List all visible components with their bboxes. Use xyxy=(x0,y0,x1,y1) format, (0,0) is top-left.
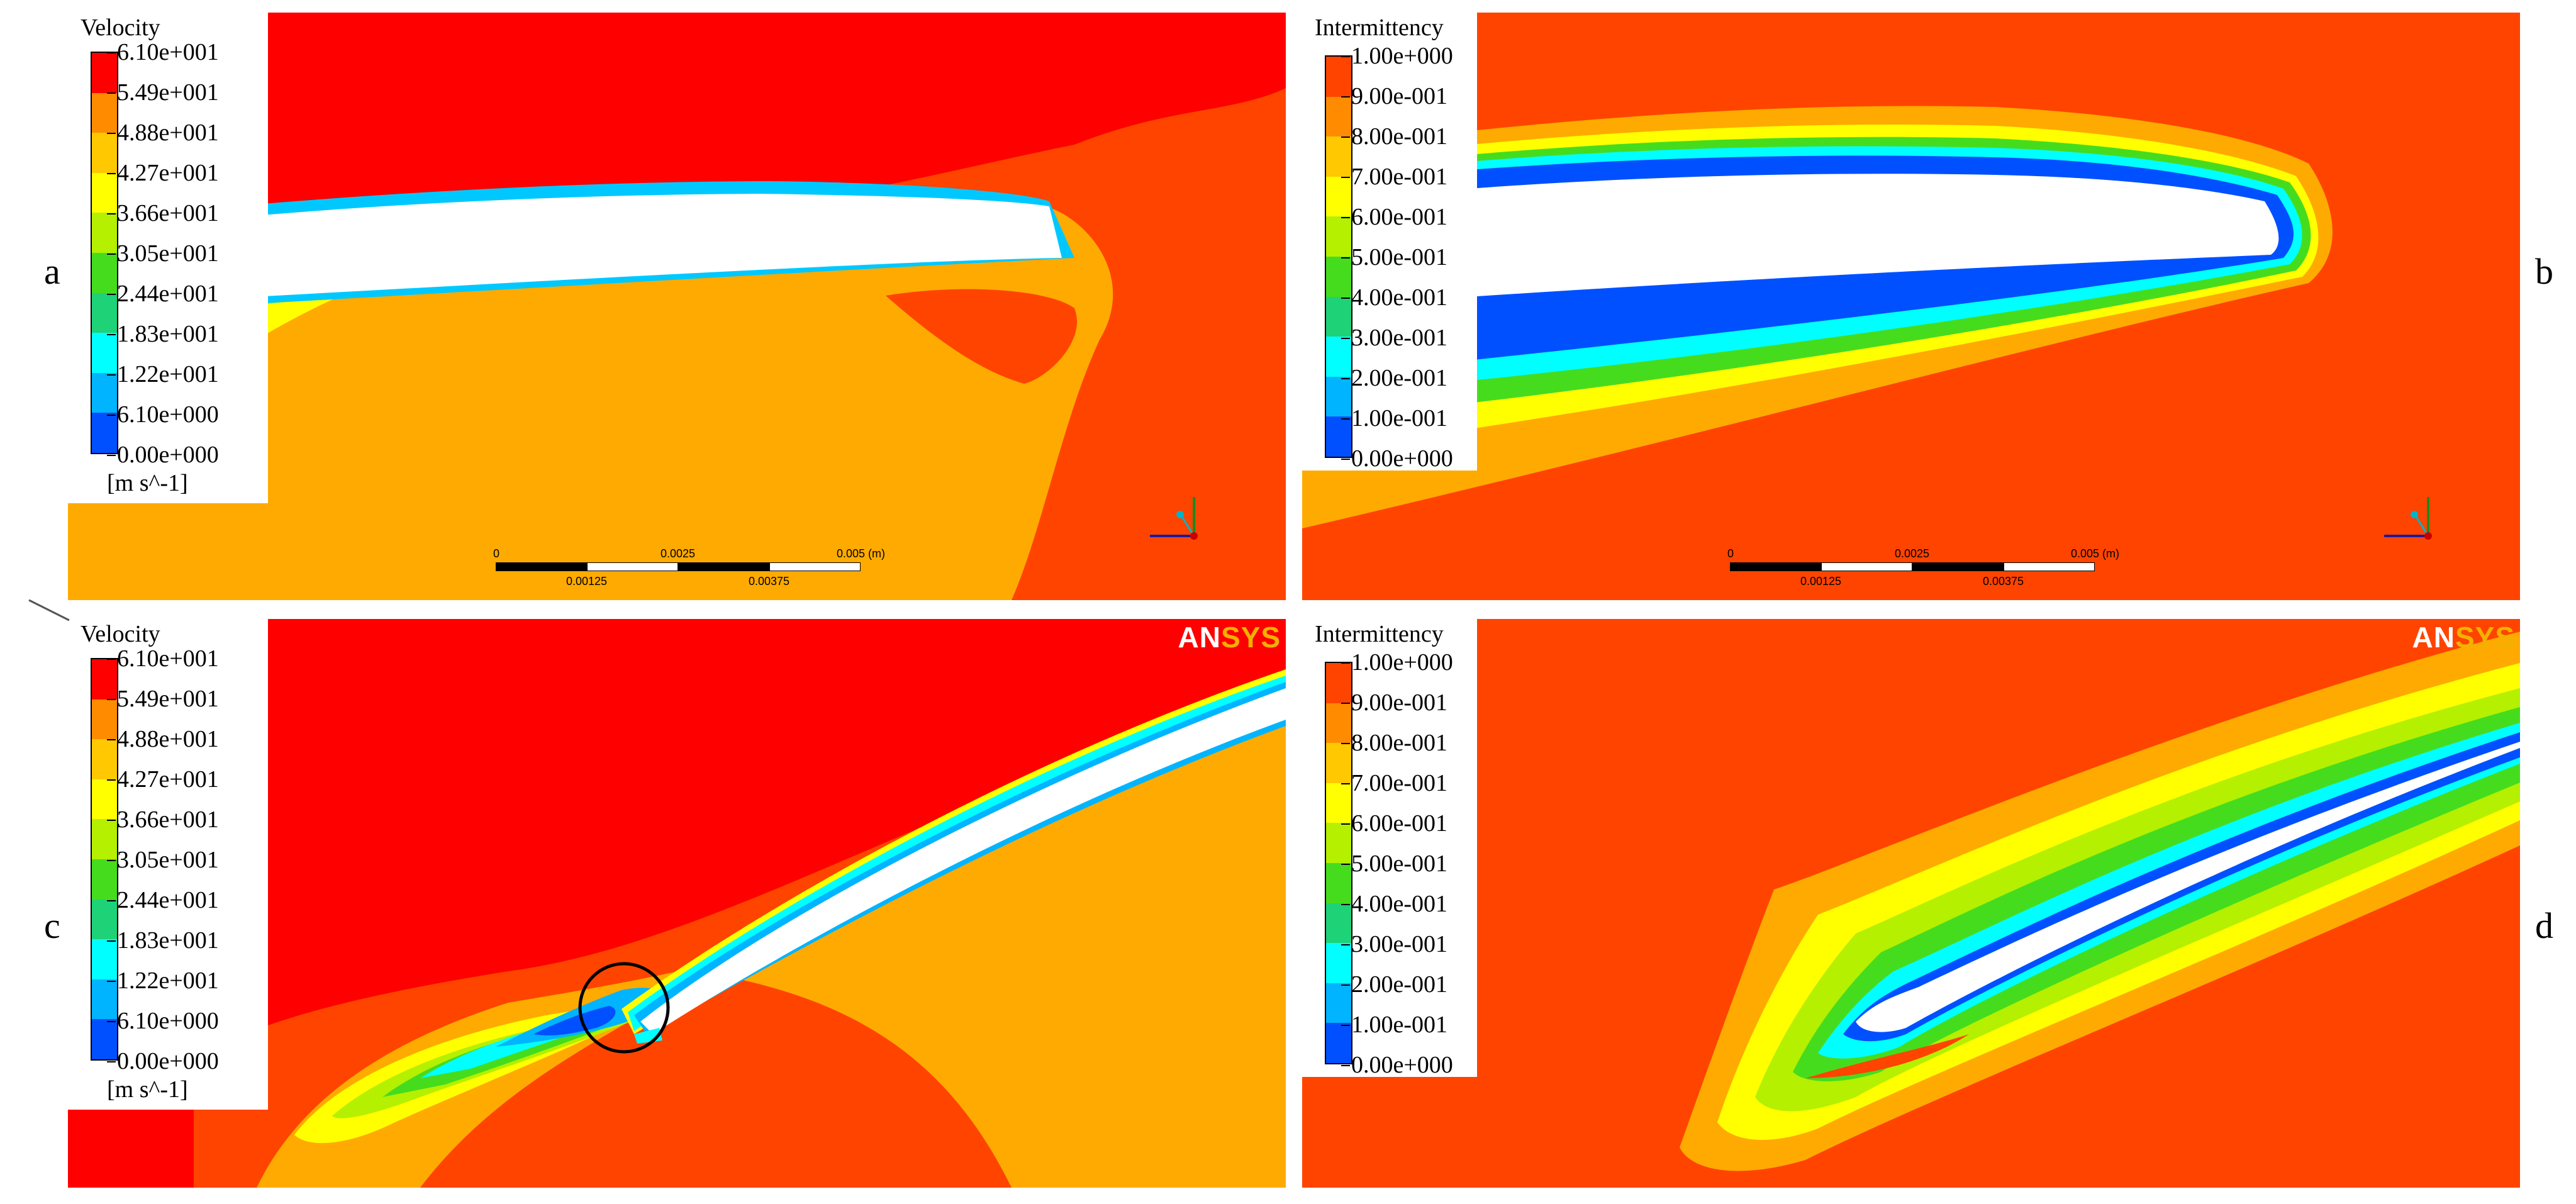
legend-unit: [m s^-1] xyxy=(107,470,188,496)
legend-tick: 1.22e+001 xyxy=(107,361,219,387)
scale-label: 0.0025 xyxy=(661,547,696,560)
intermittency-contour-b xyxy=(1302,13,2520,600)
legend-tick: 0.00e+000 xyxy=(1341,445,1453,472)
legend-tick: 9.00e-001 xyxy=(1341,83,1448,109)
legend-tick: 6.10e+000 xyxy=(107,1008,219,1034)
panel-d-intermittency: Intermittency 1.00e+000 9.00e-001 8.00e-… xyxy=(1302,619,2520,1188)
scale-bar-a: 0 0.0025 0.005 (m) 0.00125 0.00375 xyxy=(493,547,923,598)
legend-tick: 2.00e-001 xyxy=(1341,365,1448,391)
legend-colorbar xyxy=(91,658,118,1061)
legend-tick: 2.00e-001 xyxy=(1341,971,1448,998)
legend-tick: 0.00e+000 xyxy=(107,442,219,468)
ansys-logo: ANSYS xyxy=(1178,621,1281,654)
legend-unit: [m s^-1] xyxy=(107,1076,188,1103)
panel-c-velocity: Velocity 6.10e+001 5.49e+001 4.88e+001 4… xyxy=(68,619,1286,1188)
legend-tick: 1.00e+000 xyxy=(1341,649,1453,676)
intermittency-legend-b: Intermittency 1.00e+000 9.00e-001 8.00e-… xyxy=(1302,13,1477,471)
legend-colorbar xyxy=(91,52,118,454)
intermittency-contour-d xyxy=(1302,619,2520,1188)
legend-tick: 5.00e-001 xyxy=(1341,244,1448,270)
axis-triad-b xyxy=(2384,497,2432,540)
legend-tick: 1.22e+001 xyxy=(107,967,219,994)
legend-title: Velocity xyxy=(81,14,160,41)
legend-title: Intermittency xyxy=(1315,14,1444,41)
velocity-contour-a xyxy=(68,13,1286,600)
scale-label: 0 xyxy=(493,547,500,560)
legend-tick: 5.00e-001 xyxy=(1341,850,1448,877)
panel-b-intermittency: Intermittency 1.00e+000 9.00e-001 8.00e-… xyxy=(1302,13,2520,600)
ansys-logo: ANSYS xyxy=(2412,621,2515,654)
legend-tick: 1.00e+000 xyxy=(1341,43,1453,69)
legend-tick: 9.00e-001 xyxy=(1341,689,1448,716)
legend-tick: 6.00e-001 xyxy=(1341,204,1448,230)
legend-colorbar xyxy=(1325,662,1352,1064)
legend-tick: 6.10e+001 xyxy=(107,39,219,65)
legend-tick: 4.27e+001 xyxy=(107,766,219,793)
legend-tick: 5.49e+001 xyxy=(107,79,219,106)
scale-label: 0.00125 xyxy=(1800,575,1842,588)
legend-tick: 3.05e+001 xyxy=(107,847,219,873)
legend-tick: 0.00e+000 xyxy=(1341,1052,1453,1078)
legend-tick: 2.44e+001 xyxy=(107,887,219,913)
legend-tick: 1.00e-001 xyxy=(1341,1012,1448,1038)
axis-triad-a xyxy=(1150,497,1198,540)
legend-tick: 4.27e+001 xyxy=(107,160,219,186)
legend-tick: 1.83e+001 xyxy=(107,321,219,347)
legend-title: Intermittency xyxy=(1315,621,1444,647)
legend-tick: 3.00e-001 xyxy=(1341,325,1448,351)
intermittency-legend-d: Intermittency 1.00e+000 9.00e-001 8.00e-… xyxy=(1302,619,1477,1077)
legend-tick: 4.88e+001 xyxy=(107,120,219,146)
legend-tick: 1.00e-001 xyxy=(1341,405,1448,432)
panel-letter-c: c xyxy=(44,905,60,946)
legend-tick: 1.83e+001 xyxy=(107,927,219,954)
legend-tick: 7.00e-001 xyxy=(1341,770,1448,796)
scale-label: 0 xyxy=(1727,547,1734,560)
legend-tick: 6.10e+001 xyxy=(107,645,219,672)
velocity-legend-c: Velocity 6.10e+001 5.49e+001 4.88e+001 4… xyxy=(68,619,268,1110)
legend-colorbar xyxy=(1325,55,1352,458)
scale-bar-b: 0 0.0025 0.005 (m) 0.00125 0.00375 xyxy=(1727,547,2158,598)
highlight-circle xyxy=(578,962,670,1054)
scale-label: 0.005 (m) xyxy=(837,547,886,560)
velocity-contour-c xyxy=(68,619,1286,1188)
legend-tick: 4.00e-001 xyxy=(1341,891,1448,917)
velocity-legend-a: Velocity 6.10e+001 5.49e+001 4.88e+001 4… xyxy=(68,13,268,503)
legend-tick: 7.00e-001 xyxy=(1341,164,1448,190)
scale-label: 0.00375 xyxy=(1983,575,2024,588)
scale-label: 0.005 (m) xyxy=(2071,547,2120,560)
panel-a-velocity: Velocity 6.10e+001 5.49e+001 4.88e+001 4… xyxy=(68,13,1286,600)
panel-letter-a: a xyxy=(44,251,60,292)
legend-tick: 3.05e+001 xyxy=(107,240,219,267)
panel-letter-d: d xyxy=(2535,905,2553,946)
scale-label: 0.00125 xyxy=(566,575,608,588)
legend-tick: 2.44e+001 xyxy=(107,281,219,307)
legend-tick: 4.88e+001 xyxy=(107,726,219,752)
legend-tick: 3.00e-001 xyxy=(1341,931,1448,957)
scale-label: 0.0025 xyxy=(1895,547,1930,560)
legend-tick: 6.00e-001 xyxy=(1341,810,1448,837)
legend-tick: 3.66e+001 xyxy=(107,806,219,833)
legend-tick: 0.00e+000 xyxy=(107,1048,219,1074)
legend-title: Velocity xyxy=(81,621,160,647)
legend-tick: 8.00e-001 xyxy=(1341,123,1448,150)
legend-tick: 8.00e-001 xyxy=(1341,730,1448,756)
legend-tick: 6.10e+000 xyxy=(107,401,219,428)
legend-tick: 5.49e+001 xyxy=(107,686,219,712)
legend-tick: 3.66e+001 xyxy=(107,200,219,226)
scale-label: 0.00375 xyxy=(749,575,790,588)
panel-letter-b: b xyxy=(2535,251,2553,292)
divider-line xyxy=(28,599,70,622)
legend-tick: 4.00e-001 xyxy=(1341,284,1448,311)
